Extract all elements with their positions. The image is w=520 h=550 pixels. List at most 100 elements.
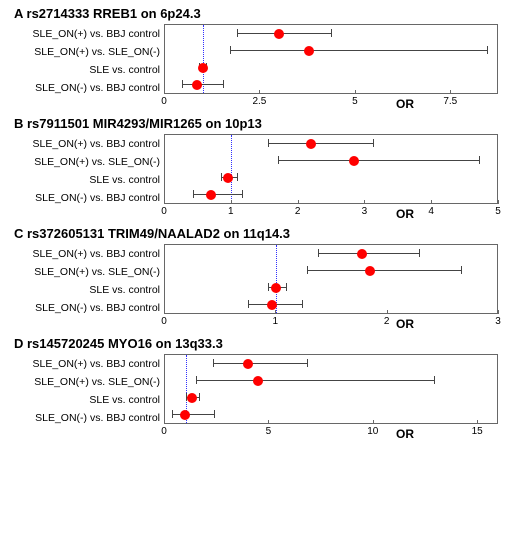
y-label: SLE_ON(+) vs. SLE_ON(-)	[10, 156, 160, 168]
x-tick-label: 5	[266, 426, 272, 437]
x-tick-mark	[364, 200, 365, 204]
x-tick-label: 0	[161, 426, 167, 437]
or-point	[243, 359, 253, 369]
panel-title: D rs145720245 MYO16 on 13q33.3	[14, 336, 514, 351]
x-tick-label: 4	[428, 206, 434, 217]
ci-bar	[213, 363, 308, 364]
ci-bar	[278, 160, 481, 161]
x-tick-mark	[164, 420, 165, 424]
x-tick-label: 0	[161, 96, 167, 107]
ci-bar	[237, 33, 332, 34]
ci-bar	[307, 270, 462, 271]
forest-chart	[164, 134, 498, 204]
or-point	[304, 46, 314, 56]
x-tick-mark	[387, 310, 388, 314]
x-tick-mark	[355, 90, 356, 94]
or-point	[349, 156, 359, 166]
forest-chart	[164, 244, 498, 314]
x-tick-mark	[498, 200, 499, 204]
y-label: SLE vs. control	[10, 394, 160, 406]
x-tick-label: 3	[495, 316, 501, 327]
y-labels: SLE_ON(+) vs. BBJ control SLE_ON(+) vs. S…	[10, 358, 160, 424]
x-axis-title: OR	[396, 97, 414, 111]
ci-bar	[318, 253, 420, 254]
or-point	[357, 249, 367, 259]
y-label: SLE vs. control	[10, 174, 160, 186]
x-tick-mark	[477, 420, 478, 424]
x-tick-label: 1	[273, 316, 279, 327]
x-ticks: 012345	[164, 204, 498, 220]
plot-area: SLE_ON(+) vs. BBJ control SLE_ON(+) vs. S…	[10, 24, 504, 110]
y-label: SLE_ON(+) vs. BBJ control	[10, 138, 160, 150]
x-axis-title: OR	[396, 207, 414, 221]
x-tick-label: 0	[161, 316, 167, 327]
x-tick-mark	[259, 90, 260, 94]
x-tick-mark	[498, 310, 499, 314]
x-ticks: 0 5 10 15	[164, 424, 498, 440]
y-label: SLE_ON(+) vs. BBJ control	[10, 28, 160, 40]
y-label: SLE_ON(-) vs. BBJ control	[10, 192, 160, 204]
x-ticks: 02.557.5	[164, 94, 498, 110]
y-label: SLE_ON(-) vs. BBJ control	[10, 412, 160, 424]
x-tick-label: 0	[161, 206, 167, 217]
y-label: SLE_ON(+) vs. BBJ control	[10, 358, 160, 370]
x-tick-mark	[275, 310, 276, 314]
y-label: SLE_ON(+) vs. SLE_ON(-)	[10, 266, 160, 278]
x-tick-mark	[164, 200, 165, 204]
x-tick-label: 3	[362, 206, 368, 217]
or-point	[187, 393, 197, 403]
x-tick-mark	[431, 200, 432, 204]
y-labels: SLE_ON(+) vs. BBJ control SLE_ON(+) vs. S…	[10, 248, 160, 314]
plot-area: SLE_ON(+) vs. BBJ control SLE_ON(+) vs. S…	[10, 134, 504, 220]
x-tick-mark	[164, 90, 165, 94]
ci-bar	[182, 84, 224, 85]
or-point	[267, 300, 277, 310]
y-label: SLE_ON(-) vs. BBJ control	[10, 82, 160, 94]
or-point	[253, 376, 263, 386]
x-tick-label: 10	[367, 426, 378, 437]
or-point	[271, 283, 281, 293]
panel-title: B rs7911501 MIR4293/MIR1265 on 10p13	[14, 116, 514, 131]
reference-line	[231, 135, 232, 203]
x-tick-mark	[298, 200, 299, 204]
y-label: SLE_ON(+) vs. BBJ control	[10, 248, 160, 260]
x-tick-label: 15	[472, 426, 483, 437]
panel-title: C rs372605131 TRIM49/NAALAD2 on 11q14.3	[14, 226, 514, 241]
x-tick-label: 2	[295, 206, 301, 217]
x-tick-mark	[373, 420, 374, 424]
x-tick-mark	[164, 310, 165, 314]
panel-A: A rs2714333 RREB1 on 6p24.3 SLE_ON(+) vs.…	[6, 6, 514, 110]
x-tick-label: 1	[228, 206, 234, 217]
x-tick-label: 2	[384, 316, 390, 327]
panel-D: D rs145720245 MYO16 on 13q33.3 SLE_ON(+) …	[6, 336, 514, 440]
or-point	[274, 29, 284, 39]
or-point	[198, 63, 208, 73]
forest-chart	[164, 354, 498, 424]
page: A rs2714333 RREB1 on 6p24.3 SLE_ON(+) vs.…	[0, 0, 520, 550]
x-tick-label: 5	[352, 96, 358, 107]
y-labels: SLE_ON(+) vs. BBJ control SLE_ON(+) vs. S…	[10, 28, 160, 94]
x-tick-label: 2.5	[252, 96, 266, 107]
or-point	[365, 266, 375, 276]
x-ticks: 0 1 2 3	[164, 314, 498, 330]
or-point	[206, 190, 216, 200]
or-point	[180, 410, 190, 420]
ci-bar	[196, 380, 435, 381]
y-label: SLE vs. control	[10, 64, 160, 76]
x-tick-mark	[231, 200, 232, 204]
plot-area: SLE_ON(+) vs. BBJ control SLE_ON(+) vs. S…	[10, 244, 504, 330]
ci-bar	[230, 50, 488, 51]
or-point	[223, 173, 233, 183]
y-labels: SLE_ON(+) vs. BBJ control SLE_ON(+) vs. S…	[10, 138, 160, 204]
x-tick-mark	[450, 90, 451, 94]
forest-chart	[164, 24, 498, 94]
panel-C: C rs372605131 TRIM49/NAALAD2 on 11q14.3 S…	[6, 226, 514, 330]
y-label: SLE_ON(+) vs. SLE_ON(-)	[10, 376, 160, 388]
reference-line	[203, 25, 204, 93]
panel-title: A rs2714333 RREB1 on 6p24.3	[14, 6, 514, 21]
ci-bar	[193, 194, 243, 195]
y-label: SLE_ON(+) vs. SLE_ON(-)	[10, 46, 160, 58]
y-label: SLE_ON(-) vs. BBJ control	[10, 302, 160, 314]
y-label: SLE vs. control	[10, 284, 160, 296]
plot-area: SLE_ON(+) vs. BBJ control SLE_ON(+) vs. S…	[10, 354, 504, 440]
